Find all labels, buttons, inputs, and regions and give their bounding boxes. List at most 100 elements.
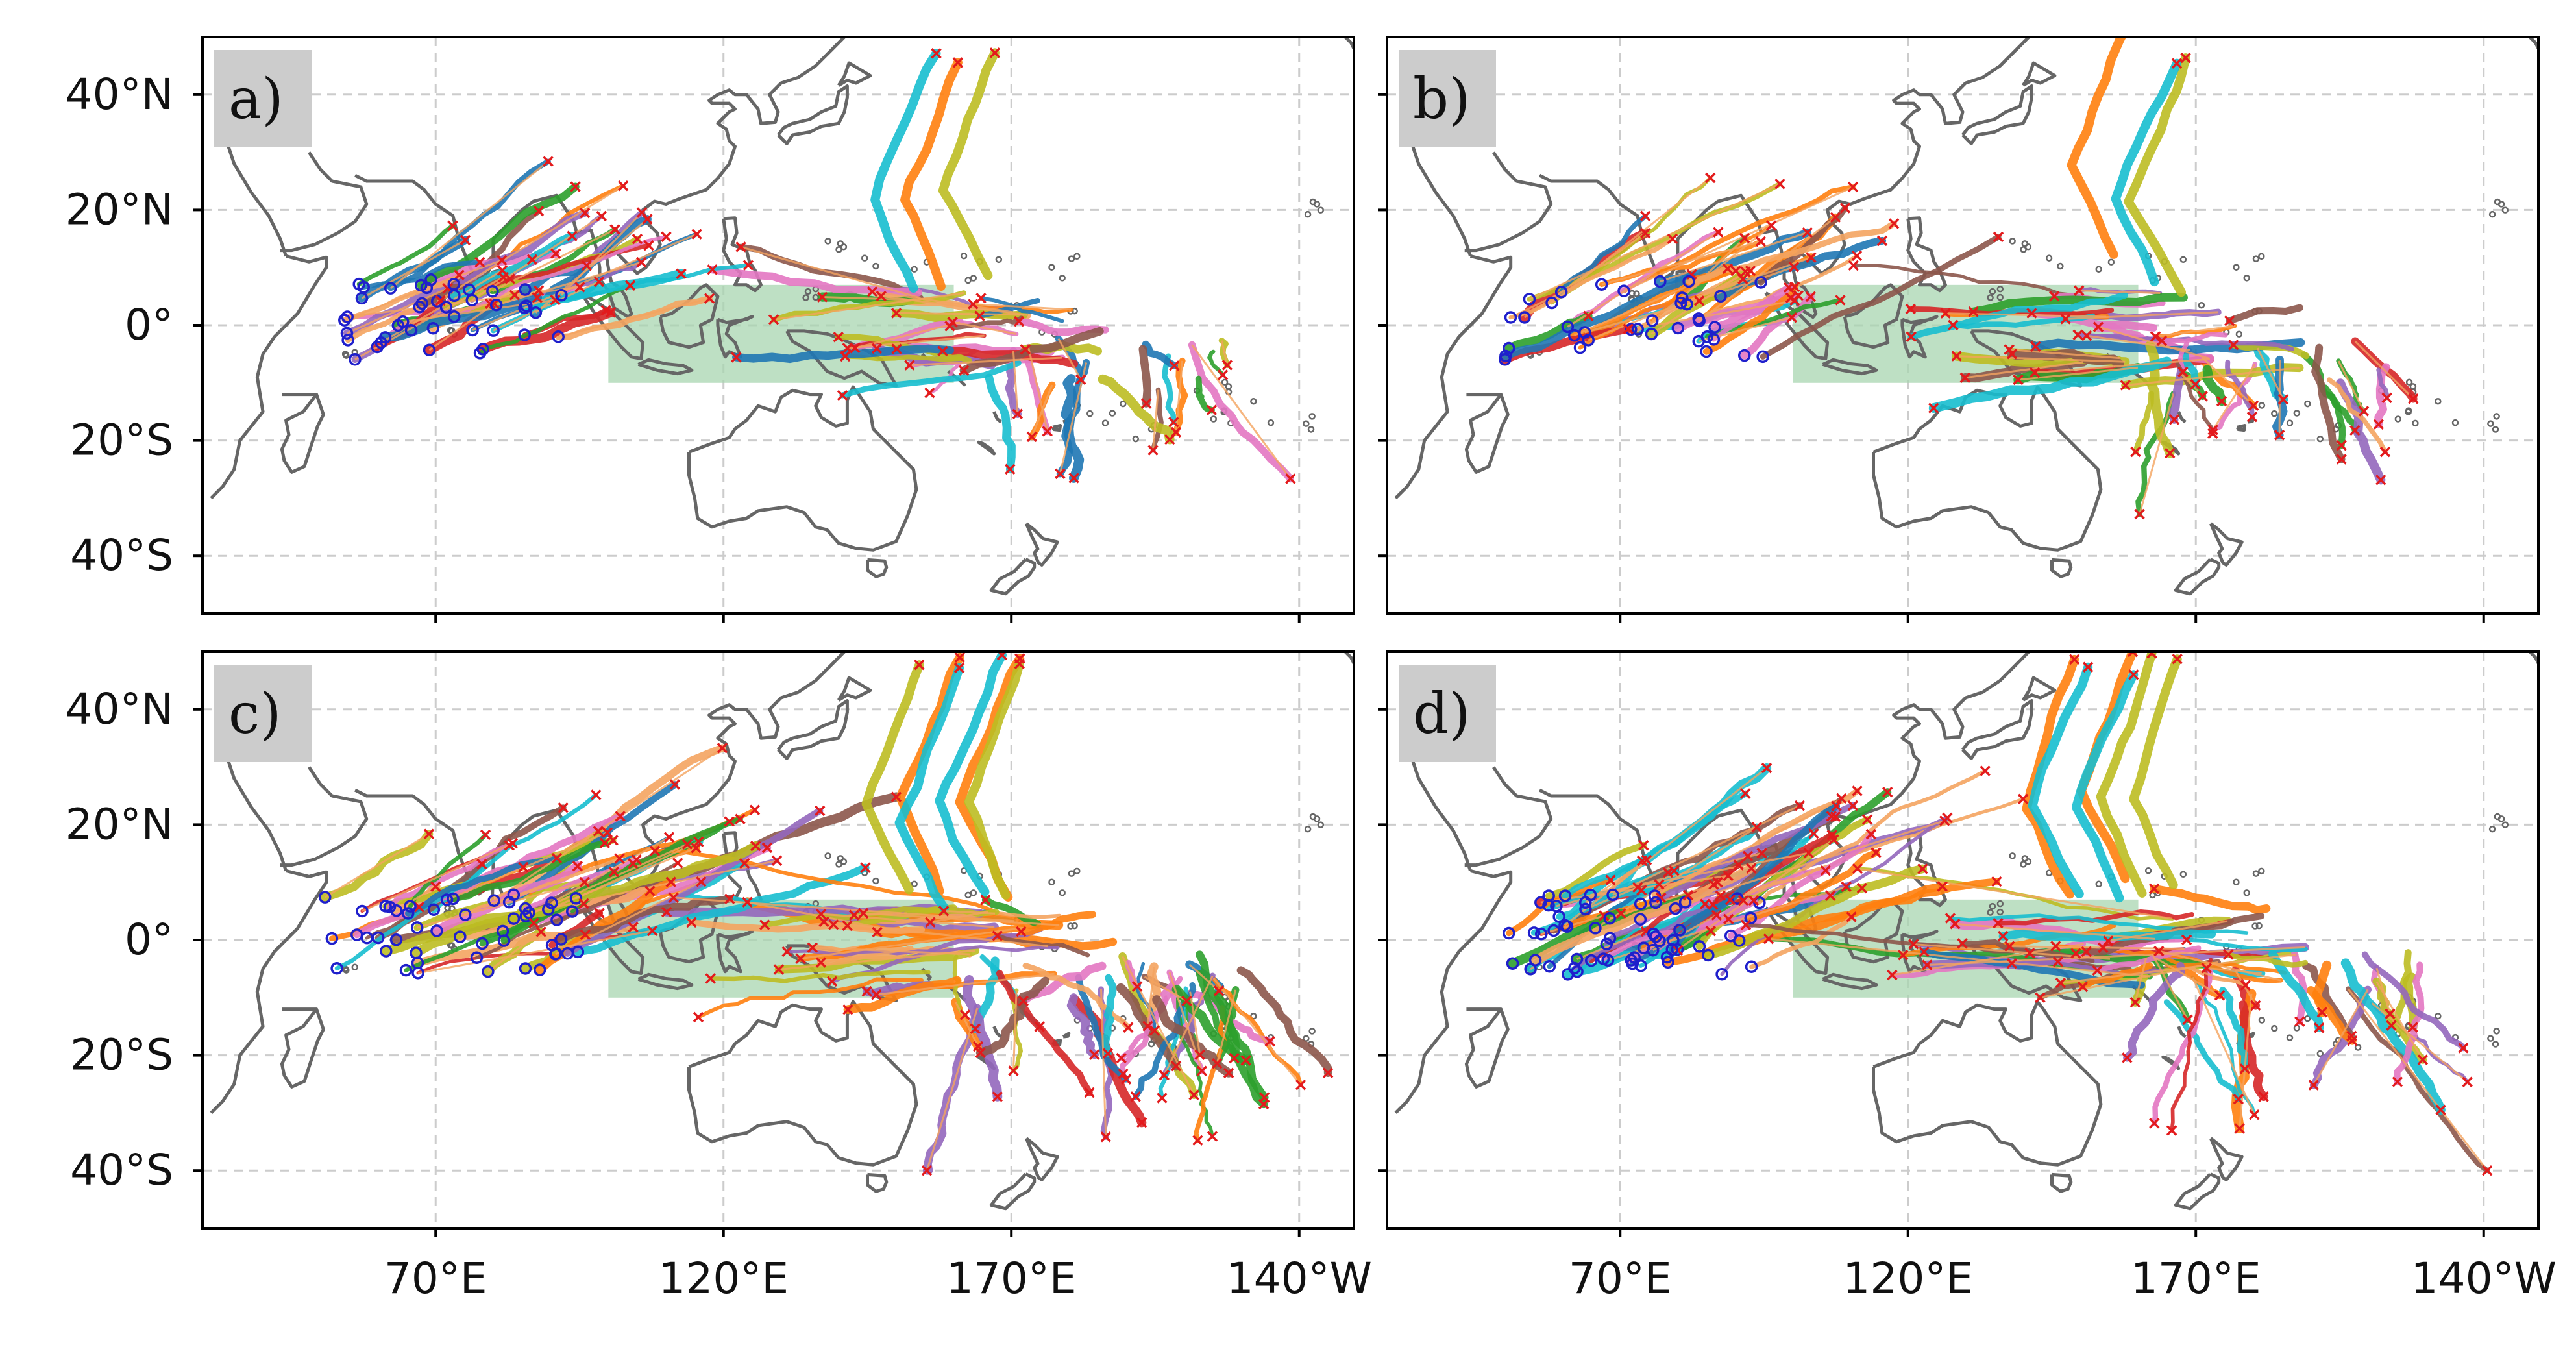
- lysis-marker: [661, 906, 672, 918]
- genesis-marker: [1756, 350, 1769, 364]
- lysis-marker: [890, 308, 902, 319]
- track-link: [1510, 238, 1673, 319]
- storm-track: [1015, 317, 1109, 336]
- lysis-marker: [691, 843, 702, 854]
- lysis-marker: [1803, 847, 1814, 859]
- track-link: [1585, 886, 1638, 910]
- lysis-marker: [1742, 850, 1754, 862]
- lat-tick-label: 20°N: [66, 799, 173, 849]
- lysis-marker: [1940, 308, 1951, 319]
- coastline: [2050, 558, 2073, 578]
- lysis-marker: [2017, 793, 2029, 805]
- track-link: [876, 972, 1055, 996]
- coastline: [977, 440, 996, 456]
- lysis-marker: [615, 811, 626, 822]
- lysis-marker: [669, 779, 681, 790]
- track-link: [2060, 953, 2297, 984]
- genesis-marker: [1634, 913, 1647, 926]
- coastline: [2021, 61, 2057, 87]
- lysis-marker: [2130, 446, 2141, 458]
- track-link: [2375, 981, 2424, 1061]
- lysis-marker: [2373, 419, 2385, 430]
- track-link: [2035, 358, 2211, 374]
- lysis-marker: [2349, 425, 2361, 436]
- storm-tracks: [341, 48, 1294, 483]
- coastline: [280, 151, 369, 253]
- lysis-marker: [2417, 1054, 2429, 1065]
- lysis-marker: [2182, 1014, 2193, 1026]
- lysis-marker: [2239, 1063, 2251, 1074]
- coastline: [637, 358, 694, 376]
- lysis-marker: [1192, 1135, 1203, 1146]
- island: [1304, 210, 1312, 218]
- lysis-marker: [497, 254, 508, 266]
- track-link: [2312, 989, 2369, 1086]
- lysis-marker: [1213, 985, 1225, 996]
- lysis-marker: [2392, 1076, 2403, 1087]
- track-link: [820, 913, 995, 928]
- track-link: [773, 291, 964, 321]
- lysis-marker: [1075, 374, 1086, 386]
- lysis-marker: [1968, 306, 1979, 317]
- genesis-marker: [1634, 897, 1647, 911]
- lysis-marker: [1615, 908, 1626, 919]
- storm-track: [2376, 367, 2390, 401]
- coastline: [1411, 760, 1472, 872]
- genesis-marker: [325, 932, 339, 945]
- storm-track: [1571, 902, 1716, 971]
- island: [1308, 1028, 1316, 1035]
- track-link: [1220, 340, 1229, 365]
- lysis-marker: [1748, 895, 1760, 906]
- lysis-marker: [567, 230, 578, 241]
- lysis-marker: [904, 360, 915, 371]
- coastline: [210, 869, 328, 1115]
- lysis-marker: [707, 264, 718, 275]
- genesis-marker: [1707, 333, 1721, 346]
- lysis-marker: [614, 853, 625, 864]
- lysis-marker: [914, 659, 925, 671]
- lysis-marker: [1761, 762, 1773, 774]
- coastline: [1464, 766, 1553, 867]
- coastline: [777, 699, 849, 760]
- lysis-marker: [2172, 654, 2183, 665]
- storm-track: [839, 360, 1022, 399]
- lysis-marker: [2462, 1076, 2473, 1087]
- storm-track: [555, 295, 713, 340]
- island: [960, 252, 968, 260]
- track-link: [395, 885, 437, 912]
- lysis-marker: [1042, 426, 1053, 437]
- coastline: [687, 385, 918, 552]
- island: [1308, 413, 1316, 420]
- lysis-marker: [599, 837, 611, 848]
- lysis-marker: [1623, 323, 1634, 334]
- coastline: [227, 760, 288, 872]
- lysis-marker: [1835, 295, 1846, 306]
- lysis-marker: [1959, 372, 1971, 384]
- genesis-marker: [357, 280, 370, 294]
- lysis-marker: [1686, 269, 1697, 280]
- genesis-marker: [1560, 920, 1574, 933]
- island: [1303, 420, 1310, 427]
- lysis-marker: [2103, 935, 2114, 946]
- track-link: [1530, 826, 1758, 970]
- lysis-marker: [1825, 890, 1836, 901]
- genesis-marker: [1585, 954, 1598, 967]
- lysis-marker: [2375, 475, 2386, 486]
- lysis-marker: [1841, 881, 1852, 893]
- lysis-marker: [528, 917, 539, 928]
- genesis-marker: [542, 903, 555, 916]
- island: [2501, 821, 2509, 828]
- lysis-marker: [2050, 941, 2061, 952]
- lysis-marker: [833, 332, 844, 343]
- island: [835, 861, 842, 868]
- island: [2286, 1034, 2294, 1041]
- lysis-marker: [944, 321, 955, 332]
- island: [1048, 878, 1055, 885]
- panel-label-box: [214, 50, 312, 147]
- genesis-marker: [330, 962, 343, 975]
- genesis-marker: [448, 289, 461, 303]
- lysis-marker: [2128, 669, 2139, 680]
- track-link: [847, 334, 985, 349]
- lysis-marker: [975, 293, 987, 304]
- lysis-marker: [1848, 260, 1859, 271]
